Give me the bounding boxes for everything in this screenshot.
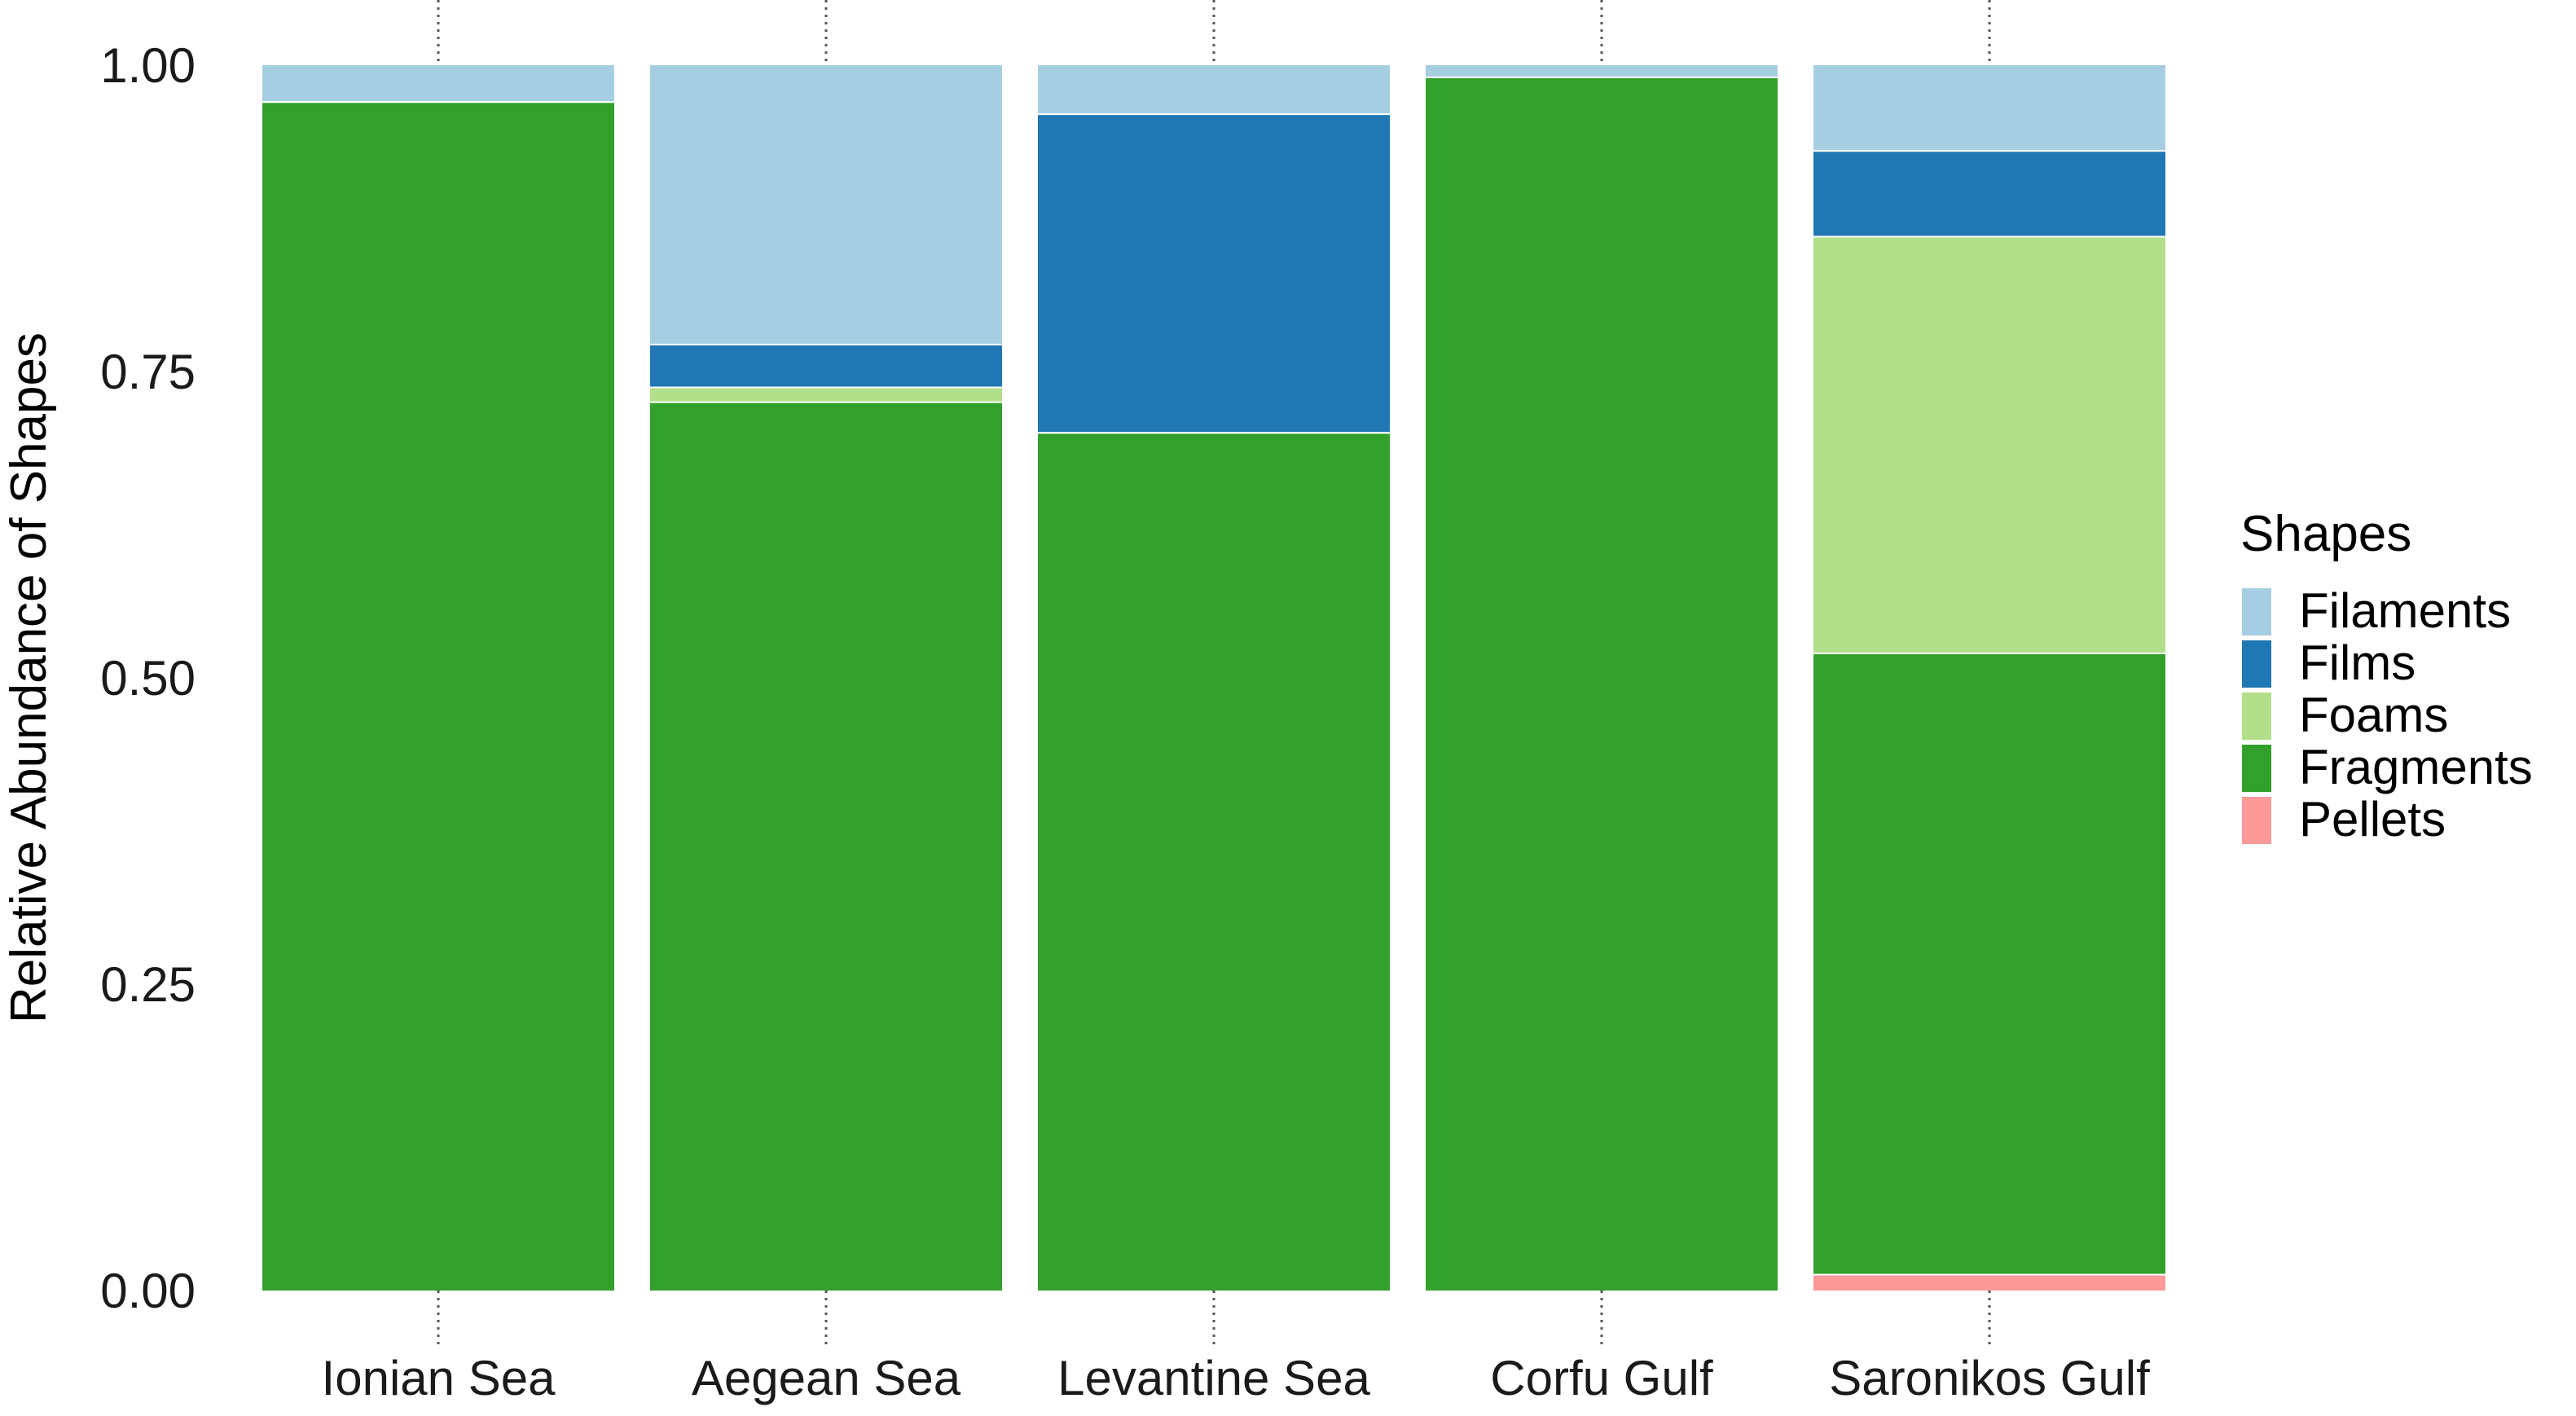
bar-segment (1038, 65, 1390, 115)
y-axis-title: Relative Abundance of Shapes (1, 332, 57, 1023)
bar-segment (1813, 65, 2165, 152)
x-tick-label: Levantine Sea (1057, 1351, 1370, 1405)
y-tick-label: 0.25 (100, 957, 196, 1012)
x-tick-label: Ionian Sea (322, 1351, 556, 1405)
y-axis-tick-labels: 0.00 0.25 0.50 0.75 1.00 (100, 38, 196, 1318)
bar-segment (650, 344, 1002, 388)
x-tick-lines (437, 0, 1991, 1346)
bar-segment (1813, 236, 2165, 653)
legend: Shapes FilamentsFilmsFoamsFragmentsPelle… (2240, 506, 2533, 847)
legend-label: Pellets (2299, 792, 2446, 847)
legend-label: Filaments (2299, 583, 2511, 638)
legend-key (2242, 797, 2271, 844)
bar-segment (1038, 114, 1390, 433)
legend-label: Fragments (2299, 740, 2533, 794)
legend-label: Foams (2299, 688, 2448, 742)
x-tick-label: Saronikos Gulf (1829, 1351, 2150, 1405)
bar-segment (262, 102, 614, 1291)
x-tick-label: Corfu Gulf (1490, 1351, 1713, 1405)
bar-segment (1426, 65, 1778, 78)
legend-key (2242, 588, 2271, 635)
x-tick-label: Aegean Sea (692, 1351, 961, 1405)
bar-segment (1813, 1274, 2165, 1291)
y-tick-label: 0.00 (100, 1264, 196, 1318)
bar-segment (1813, 151, 2165, 237)
bar-segment (262, 65, 614, 103)
legend-key (2242, 745, 2271, 792)
legend-label: Films (2299, 635, 2416, 690)
y-tick-label: 0.75 (100, 345, 196, 399)
bar-segment (650, 65, 1002, 345)
legend-title: Shapes (2240, 506, 2411, 562)
bars-group (262, 65, 2165, 1291)
bar-segment (650, 402, 1002, 1291)
x-axis-tick-labels: Ionian Sea Aegean Sea Levantine Sea Corfu G… (322, 1351, 2151, 1405)
y-tick-label: 0.50 (100, 651, 196, 706)
legend-key (2242, 640, 2271, 688)
y-tick-label: 1.00 (100, 38, 196, 93)
bar-segment (1426, 77, 1778, 1291)
legend-key (2242, 693, 2271, 740)
bar-segment (650, 387, 1002, 402)
bar-segment (1038, 433, 1390, 1291)
bar-segment (1813, 653, 2165, 1275)
